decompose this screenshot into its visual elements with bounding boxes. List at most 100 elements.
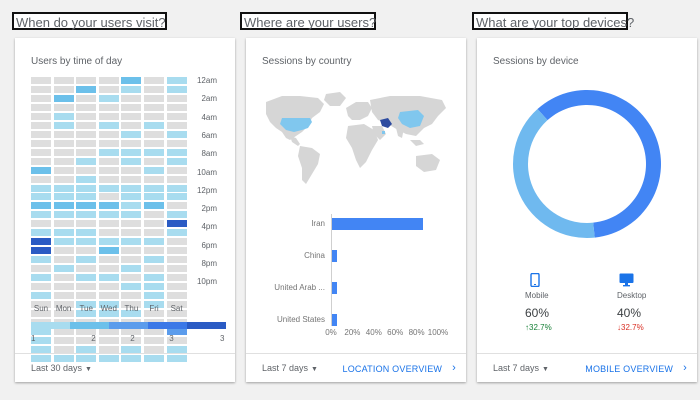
map-greenland — [324, 92, 346, 106]
heatmap-cell — [121, 175, 142, 183]
device-name-desktop: Desktop — [617, 291, 647, 300]
heatmap-cell — [31, 309, 51, 317]
heatmap-cell — [166, 354, 187, 362]
heatmap-cell — [53, 265, 74, 273]
heatmap-cell — [144, 354, 164, 362]
heatmap-cell — [121, 121, 142, 129]
hour-label: 12pm — [196, 185, 217, 195]
heatmap-cell — [144, 193, 164, 201]
hour-label: 10am — [196, 167, 217, 177]
date-range-dropdown[interactable]: Last 7 days ▼ — [262, 363, 318, 373]
map-arabia — [372, 126, 386, 140]
heatmap-cell — [144, 157, 164, 165]
caret-down-icon: ▼ — [85, 366, 92, 373]
legend-swatch — [109, 322, 148, 329]
heatmap-cell — [144, 256, 164, 264]
heatmap-cell — [76, 354, 97, 362]
heatmap-cell — [166, 256, 187, 264]
heatmap-cell — [121, 336, 142, 344]
device-pct-desktop: 40% — [617, 306, 642, 320]
bar-category-label: China — [304, 251, 325, 260]
country-bar[interactable] — [332, 250, 338, 262]
heatmap-cell — [144, 77, 164, 84]
day-label: Fri — [149, 304, 159, 313]
heatmap-cell — [53, 103, 74, 111]
card-title: Sessions by country — [262, 56, 352, 67]
map-europe — [346, 102, 372, 120]
heatmap-cell — [166, 77, 187, 84]
donut-slice-mobile[interactable] — [537, 90, 661, 238]
hour-label: 6pm — [201, 240, 217, 250]
heatmap-cell — [53, 256, 74, 264]
heatmap-cell — [166, 157, 187, 165]
day-label: Thu — [124, 304, 139, 313]
heatmap-cell — [98, 292, 119, 300]
day-label: Wed — [100, 304, 117, 313]
heatmap-cell — [144, 112, 164, 120]
heatmap-cell — [76, 345, 97, 353]
hour-label: 2pm — [201, 204, 217, 214]
heatmap-cell — [31, 121, 51, 129]
heatmap-cell — [76, 256, 97, 264]
heatmap-cell — [98, 238, 119, 246]
heatmap-cell — [98, 220, 119, 228]
country-bar[interactable] — [332, 314, 338, 326]
heatmap-cell — [76, 103, 97, 111]
heatmap-cell — [98, 112, 119, 120]
heatmap-cell — [76, 309, 97, 317]
legend-value: 3 — [220, 334, 225, 343]
heatmap-cell — [144, 301, 164, 308]
mobile-overview-link[interactable]: MOBILE OVERVIEW › — [585, 362, 687, 375]
heatmap-cell — [166, 94, 187, 102]
heatmap-cell — [31, 77, 51, 84]
section-title-devices: What are your top devices? — [472, 12, 634, 30]
heatmap-cell — [76, 130, 97, 138]
heatmap-cell — [53, 85, 74, 93]
heatmap-cell — [166, 166, 187, 174]
heatmap-cell — [121, 229, 142, 237]
heatmap-cell — [53, 94, 74, 102]
heatmap-cell — [166, 202, 187, 210]
legend-value: 2 — [91, 334, 96, 343]
heatmap-cell — [121, 130, 142, 138]
heatmap-cell — [31, 103, 51, 111]
chevron-right-icon: › — [452, 362, 456, 374]
heatmap-cell — [98, 336, 119, 344]
heatmap-cell — [144, 166, 164, 174]
heatmap-cell — [31, 229, 51, 237]
location-overview-link[interactable]: LOCATION OVERVIEW › — [343, 362, 456, 375]
heatmap-cell — [166, 345, 187, 353]
x-tick-label: 20% — [344, 328, 361, 337]
date-range-dropdown[interactable]: Last 30 days ▼ — [31, 363, 92, 373]
bar-category-label: United States — [276, 315, 325, 324]
country-bar[interactable] — [332, 218, 423, 230]
hour-label: 8pm — [201, 259, 217, 268]
heatmap-cell — [53, 301, 74, 308]
heatmap-cell — [144, 202, 164, 210]
heatmap-cell — [76, 283, 97, 291]
date-range-dropdown[interactable]: Last 7 days ▼ — [493, 363, 549, 373]
heatmap-cell — [31, 238, 51, 246]
heatmap-cell — [98, 148, 119, 156]
hour-label: 2am — [201, 94, 217, 104]
heatmap-cell — [166, 238, 187, 246]
heatmap-cell — [144, 94, 164, 102]
donut-slice-desktop[interactable] — [513, 109, 595, 238]
heatmap-cell — [98, 301, 119, 308]
heatmap-cell — [98, 202, 119, 210]
heatmap-cell — [31, 112, 51, 120]
heatmap-cell — [31, 345, 51, 353]
change-value: 32.7% — [621, 323, 644, 332]
heatmap-cell — [53, 247, 74, 255]
card-footer: Last 30 days ▼ — [15, 353, 235, 382]
heatmap-cell — [144, 265, 164, 273]
legend-swatch — [187, 322, 226, 329]
heatmap-cell — [31, 148, 51, 156]
heatmap-cell — [76, 327, 97, 335]
heatmap-cell — [53, 202, 74, 210]
heatmap-cell — [53, 354, 74, 362]
country-bar[interactable] — [332, 282, 338, 294]
x-tick-label: 40% — [365, 328, 382, 337]
heatmap-cell — [53, 148, 74, 156]
change-value: 32.7% — [529, 323, 552, 332]
